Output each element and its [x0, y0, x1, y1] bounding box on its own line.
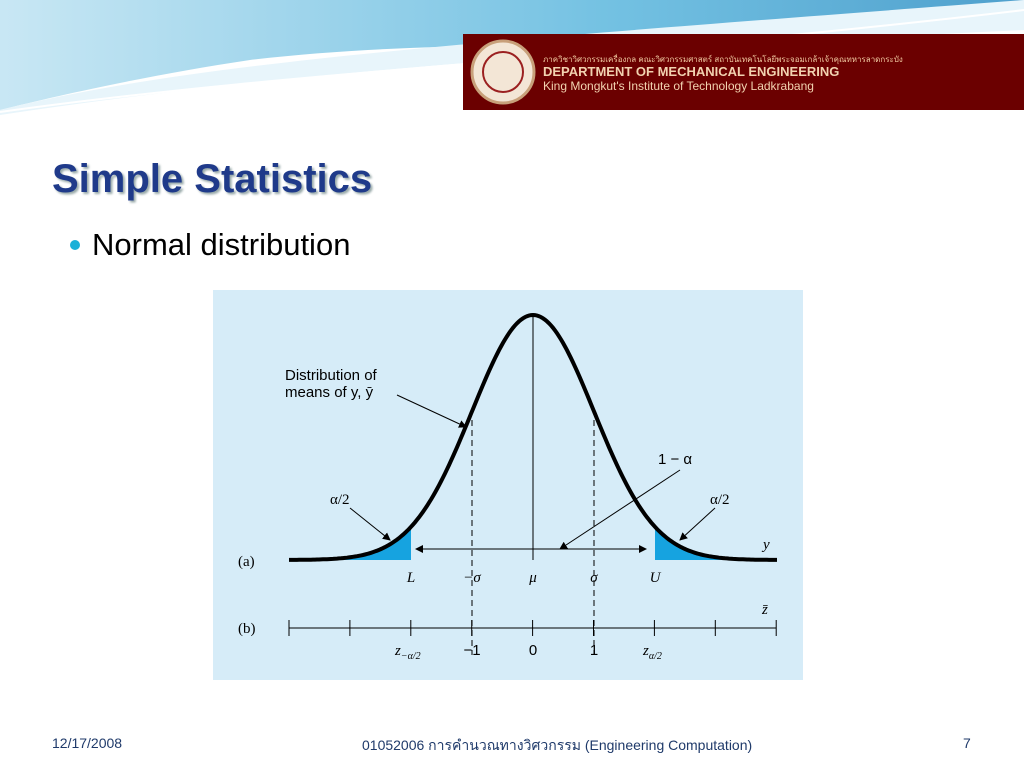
thai-line: ภาควิชาวิศวกรรมเครื่องกล คณะวิศวกรรมศาสต… — [543, 55, 903, 64]
pointer-arrow — [396, 394, 467, 428]
label: y — [761, 537, 770, 553]
label: 0 — [529, 642, 537, 659]
label: μ — [528, 570, 537, 586]
left-tail-area — [340, 526, 411, 560]
header-decoration — [0, 0, 1024, 115]
label: (b) — [238, 621, 256, 637]
label: (a) — [238, 554, 255, 570]
footer-date: 12/17/2008 — [52, 735, 123, 751]
label: L — [406, 570, 415, 586]
label: σ — [590, 570, 598, 586]
right-tail-area — [655, 526, 726, 560]
department: DEPARTMENT OF MECHANICAL ENGINEERING — [543, 64, 840, 79]
label: Distribution of — [285, 367, 378, 384]
label: z−α/2 — [394, 643, 421, 662]
label: z̄ — [761, 602, 768, 618]
label: means of y, ȳ — [285, 384, 374, 401]
label: α/2 — [330, 492, 350, 508]
label: zα/2 — [642, 643, 662, 662]
label: U — [650, 570, 662, 586]
slide-title: Simple Statistics — [52, 157, 373, 201]
footer-page: 7 — [963, 735, 971, 751]
normal-distribution-figure: Distribution of means of y, ȳ 1 − α α/2 … — [213, 290, 803, 680]
label: 1 − α — [658, 451, 692, 468]
institute: King Mongkut's Institute of Technology L… — [543, 79, 814, 93]
label: α/2 — [710, 492, 730, 508]
bullet-dot — [70, 240, 80, 250]
pointer-arrow — [559, 469, 681, 550]
bullet-text: Normal distribution — [92, 227, 351, 262]
label: −σ — [463, 570, 481, 586]
pointer-arrow — [679, 507, 716, 541]
label: 1 — [590, 642, 598, 659]
label: −1 — [463, 642, 480, 659]
pointer-arrow — [349, 507, 391, 541]
footer-course: 01052006 การคำนวณทางวิศวกรรม (Engineerin… — [362, 737, 753, 753]
